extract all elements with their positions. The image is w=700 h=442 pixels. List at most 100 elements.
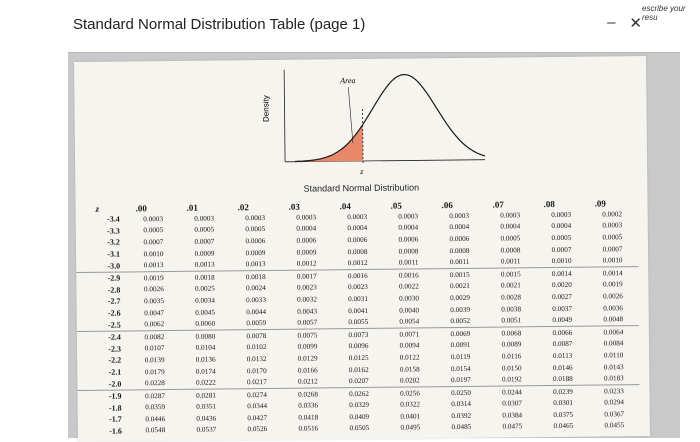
probability-cell: 0.0132: [246, 354, 267, 364]
probability-cell: 0.0025: [194, 284, 215, 294]
probability-cell: 0.0003: [602, 221, 623, 230]
probability-cell: 0.0048: [603, 315, 624, 324]
side-panel-text: escribe your resu: [642, 4, 686, 22]
probability-cell: 0.0104: [195, 343, 216, 353]
probability-cell: 0.0049: [552, 315, 573, 325]
column-header: .06: [441, 200, 453, 211]
probability-cell: 0.0122: [399, 353, 420, 362]
probability-cell: 0.0011: [449, 258, 470, 267]
probability-cell: 0.0005: [143, 226, 164, 235]
probability-cell: 0.0021: [449, 282, 470, 291]
probability-cell: 0.0013: [143, 261, 164, 270]
close-button[interactable]: ✕: [629, 15, 642, 32]
probability-cell: 0.0222: [195, 378, 216, 387]
probability-cell: 0.0082: [128, 330, 180, 343]
probability-cell: 0.0505: [349, 424, 370, 433]
probability-cell: 0.0054: [399, 317, 420, 326]
probability-cell: 0.0031: [348, 294, 368, 304]
probability-cell: 0.0012: [296, 259, 317, 268]
column-header: .09: [594, 198, 606, 209]
probability-cell: 0.0064: [587, 325, 639, 339]
probability-cell: 0.0016: [332, 269, 384, 282]
probability-cell: 0.0057: [297, 318, 318, 327]
probability-cell: 0.0091: [450, 341, 471, 350]
figure-caption: Standard Normal Distribution: [303, 182, 420, 194]
z-value-cell: -1.9: [77, 389, 130, 403]
probability-cell: 0.0071: [383, 327, 435, 341]
probability-cell: 0.0003: [398, 212, 419, 221]
probability-cell: 0.0026: [143, 285, 164, 294]
probability-cell: 0.0010: [551, 256, 572, 266]
probability-cell: 0.0008: [398, 246, 419, 256]
probability-cell: 0.0009: [194, 249, 215, 258]
probability-cell: 0.0436: [196, 414, 217, 423]
probability-cell: 0.0005: [602, 233, 623, 242]
probability-cell: 0.0019: [602, 280, 623, 289]
probability-cell: 0.0006: [245, 236, 266, 246]
probability-cell: 0.0010: [602, 256, 623, 265]
probability-cell: 0.0018: [179, 270, 231, 284]
z-value-cell: -2.8: [107, 285, 121, 295]
z-value-cell: -1.6: [109, 426, 122, 436]
probability-cell: 0.0013: [245, 260, 266, 269]
probability-cell: 0.0307: [502, 399, 523, 408]
probability-cell: 0.0183: [603, 374, 624, 383]
probability-cell: 0.0197: [450, 375, 471, 385]
probability-cell: 0.0129: [297, 354, 318, 363]
probability-cell: 0.0233: [588, 384, 640, 398]
probability-cell: 0.0367: [604, 410, 625, 419]
probability-cell: 0.0329: [349, 401, 370, 410]
probability-cell: 0.0068: [485, 326, 537, 340]
y-axis-label: Density: [261, 95, 270, 122]
area-label: Area: [339, 76, 355, 85]
probability-cell: 0.0359: [145, 403, 166, 412]
probability-cell: 0.0281: [180, 388, 232, 402]
probability-cell: 0.0014: [587, 266, 639, 280]
probability-cell: 0.0015: [485, 267, 537, 281]
probability-cell: 0.0006: [398, 235, 419, 244]
probability-cell: 0.0099: [297, 342, 318, 352]
z-value-cell: -1.7: [109, 414, 122, 425]
probability-cell: 0.0427: [247, 413, 268, 423]
probability-cell: 0.0028: [501, 293, 521, 302]
probability-cell: 0.0036: [603, 303, 624, 313]
probability-cell: 0.0384: [502, 411, 523, 420]
probability-cell: 0.0375: [553, 410, 574, 419]
probability-cell: 0.0537: [196, 426, 217, 435]
probability-cell: 0.0052: [450, 317, 471, 326]
probability-cell: 0.0244: [486, 385, 538, 399]
probability-cell: 0.0035: [144, 297, 164, 306]
probability-cell: 0.0228: [144, 379, 165, 388]
probability-cell: 0.0045: [195, 308, 216, 317]
probability-cell: 0.0011: [500, 257, 521, 266]
z-value-cell: -1.8: [108, 403, 122, 413]
probability-cell: 0.0239: [537, 385, 589, 398]
probability-cell: 0.0162: [348, 365, 369, 374]
area-pointer: [348, 87, 354, 144]
probability-cell: 0.0006: [449, 234, 470, 244]
probability-cell: 0.0336: [298, 401, 319, 410]
probability-cell: 0.0322: [400, 400, 421, 409]
probability-cell: 0.0037: [552, 304, 573, 313]
probability-cell: 0.0014: [536, 267, 588, 280]
y-axis: [283, 69, 286, 162]
probability-cell: 0.0023: [296, 283, 317, 293]
probability-cell: 0.0005: [500, 234, 521, 243]
probability-cell: 0.0516: [298, 424, 319, 434]
probability-cell: 0.0005: [194, 225, 215, 235]
probability-cell: 0.0344: [247, 402, 268, 411]
probability-cell: 0.0314: [451, 400, 472, 409]
probability-cell: 0.0004: [398, 223, 419, 233]
probability-cell: 0.0012: [347, 259, 368, 268]
probability-cell: 0.0080: [179, 329, 231, 343]
minimize-button[interactable]: –: [607, 14, 616, 31]
z-value-cell: -2.6: [107, 308, 121, 318]
probability-cell: 0.0016: [383, 268, 435, 282]
probability-cell: 0.0059: [246, 319, 267, 328]
window-title: Standard Normal Distribution Table (page…: [73, 16, 366, 33]
probability-cell: 0.0007: [194, 237, 215, 246]
probability-cell: 0.0030: [399, 294, 419, 303]
probability-cell: 0.0166: [297, 365, 318, 375]
column-header: .02: [237, 202, 249, 213]
probability-cell: 0.0217: [246, 378, 267, 387]
